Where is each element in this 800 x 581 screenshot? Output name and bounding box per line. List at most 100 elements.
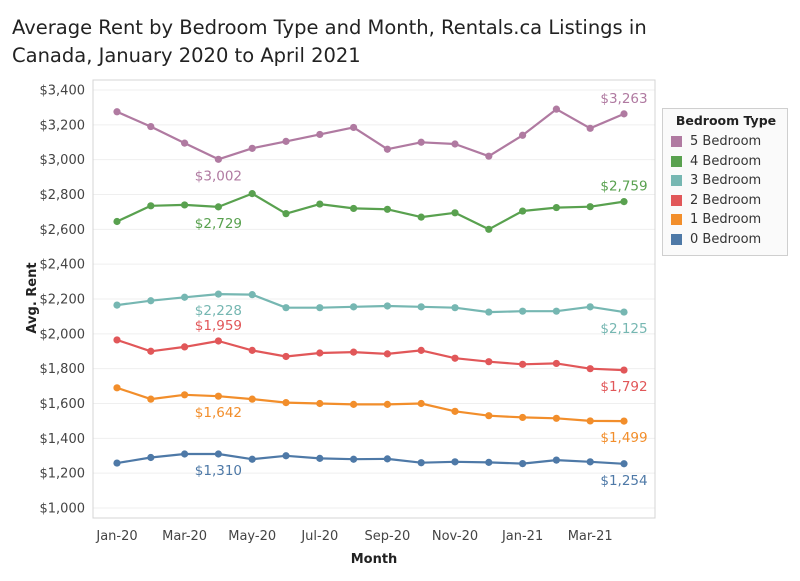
legend-item-1-bedroom[interactable]: 1 Bedroom [671, 210, 781, 230]
data-point-1-bedroom [383, 400, 391, 408]
data-point-2-bedroom [552, 359, 561, 368]
data-point-4-bedroom [282, 210, 290, 218]
data-point-3-bedroom [181, 293, 189, 301]
data-point-1-bedroom [181, 391, 189, 399]
series-line-3-bedroom [116, 293, 625, 314]
data-point-0-bedroom [552, 456, 561, 464]
data-point-3-bedroom [316, 304, 324, 312]
x-tick-label: Mar-21 [568, 529, 613, 544]
data-point-0-bedroom [417, 459, 425, 467]
data-point-4-bedroom [113, 217, 121, 226]
plot-area [92, 79, 656, 519]
x-tick-label: Mar-20 [162, 529, 207, 544]
data-point-4-bedroom [383, 205, 391, 213]
legend-label: 5 Bedroom [690, 134, 762, 150]
data-label-5-bedroom: $3,263 [600, 91, 647, 107]
data-point-2-bedroom [620, 366, 628, 374]
data-point-3-bedroom [383, 302, 391, 310]
data-point-0-bedroom [383, 455, 391, 463]
data-labels: $3,002 $3,263 $2,729 $2,759 $2,228 $2,125 $1,9… [195, 91, 648, 489]
data-point-0-bedroom [350, 455, 358, 463]
data-point-5-bedroom [485, 152, 493, 160]
data-point-5-bedroom [282, 137, 290, 145]
data-point-0-bedroom [147, 453, 155, 462]
data-point-4-bedroom [147, 202, 155, 210]
data-point-2-bedroom [451, 354, 459, 362]
data-point-4-bedroom [485, 225, 493, 233]
data-label-5-bedroom: $3,002 [195, 168, 242, 184]
data-point-3-bedroom [282, 304, 290, 312]
legend-swatch [671, 214, 682, 226]
series-lines [113, 105, 628, 468]
data-point-0-bedroom [620, 460, 628, 468]
y-tick-label: $3,400 [40, 84, 86, 99]
legend-item-3-bedroom[interactable]: 3 Bedroom [671, 171, 781, 191]
data-point-5-bedroom [113, 108, 121, 116]
series-line-2-bedroom [116, 338, 625, 372]
legend-item-5-bedroom[interactable]: 5 Bedroom [671, 132, 781, 152]
x-tick-label: Sep-20 [365, 529, 411, 544]
data-point-0-bedroom [282, 452, 290, 460]
y-tick-label: $3,200 [40, 118, 86, 133]
data-point-4-bedroom [214, 203, 222, 211]
data-point-2-bedroom [282, 352, 290, 361]
legend-item-2-bedroom[interactable]: 2 Bedroom [671, 191, 781, 211]
data-label-2-bedroom: $1,792 [600, 379, 647, 395]
data-point-2-bedroom [485, 358, 493, 366]
x-tick-label: Jul-20 [300, 529, 338, 544]
x-axis-label: Month [351, 552, 398, 567]
data-point-1-bedroom [214, 392, 222, 400]
data-point-4-bedroom [451, 209, 459, 217]
data-label-3-bedroom: $2,228 [195, 303, 242, 319]
y-tick-label: $2,400 [40, 258, 86, 273]
data-point-3-bedroom [519, 307, 527, 315]
legend-label: 0 Bedroom [690, 231, 762, 247]
legend-item-0-bedroom[interactable]: 0 Bedroom [671, 230, 781, 250]
data-point-5-bedroom [451, 140, 459, 148]
series-line-5-bedroom [116, 108, 625, 161]
series-line-1-bedroom [116, 386, 625, 423]
data-point-4-bedroom [586, 203, 594, 211]
legend-item-4-bedroom[interactable]: 4 Bedroom [671, 152, 781, 172]
data-point-3-bedroom [214, 290, 222, 298]
data-point-1-bedroom [316, 399, 324, 408]
legend-swatch [671, 155, 682, 167]
data-point-0-bedroom [519, 459, 527, 468]
data-point-0-bedroom [113, 459, 121, 467]
legend: Bedroom Type 5 Bedroom 4 Bedroom 3 Bedroom… [662, 108, 788, 256]
data-point-3-bedroom [417, 303, 425, 311]
data-point-2-bedroom [417, 346, 425, 354]
data-point-1-bedroom [350, 400, 358, 408]
data-point-2-bedroom [248, 346, 256, 354]
data-point-2-bedroom [113, 336, 121, 344]
data-point-1-bedroom [248, 395, 256, 403]
x-axis-ticks: Jan-20 Mar-20 May-20 Jul-20 Sep-20 Nov-20 Jan-… [95, 529, 612, 544]
gridlines [93, 89, 655, 509]
data-point-1-bedroom [282, 399, 290, 407]
legend-label: 2 Bedroom [690, 192, 762, 208]
data-point-1-bedroom [586, 417, 594, 425]
data-point-4-bedroom [417, 213, 425, 221]
legend-swatch [671, 175, 682, 187]
y-tick-label: $2,000 [40, 327, 86, 342]
data-label-1-bedroom: $1,499 [600, 430, 647, 446]
data-point-0-bedroom [451, 458, 459, 466]
chart-title: Average Rent by Bedroom Type and Month, … [12, 16, 647, 67]
data-point-1-bedroom [147, 395, 155, 403]
x-tick-label: May-20 [228, 529, 276, 544]
y-tick-label: $2,800 [40, 188, 86, 203]
data-point-5-bedroom [350, 123, 358, 132]
data-point-3-bedroom [248, 291, 256, 299]
data-point-2-bedroom [147, 347, 155, 355]
y-axis-label: Avg. Rent [25, 262, 40, 333]
data-point-2-bedroom [519, 360, 527, 368]
data-point-1-bedroom [417, 399, 425, 408]
y-tick-label: $1,400 [40, 432, 86, 447]
data-point-3-bedroom [586, 303, 594, 311]
data-point-0-bedroom [248, 455, 256, 463]
series-line-4-bedroom [116, 192, 625, 231]
y-tick-label: $2,600 [40, 223, 86, 238]
data-point-0-bedroom [485, 458, 493, 466]
legend-entries: 5 Bedroom 4 Bedroom 3 Bedroom 2 Bedroom 1 Be… [671, 132, 781, 249]
